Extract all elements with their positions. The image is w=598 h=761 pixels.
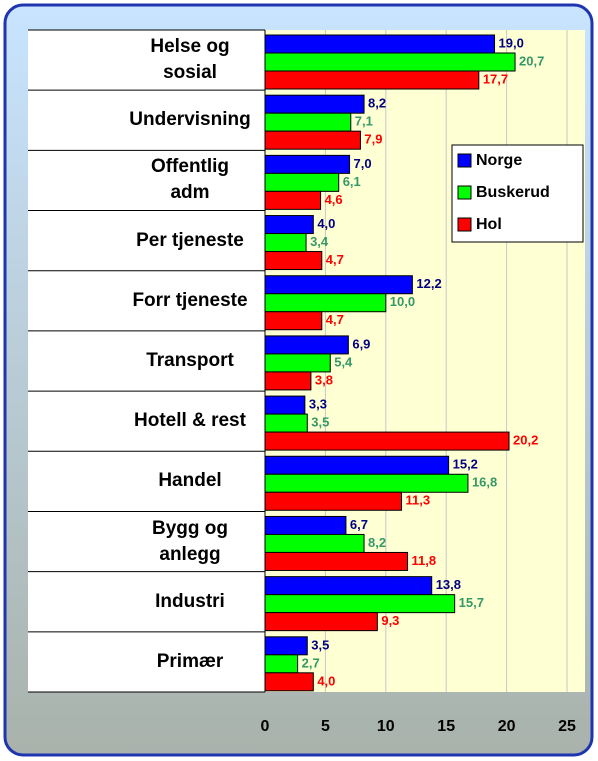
category-label: Helse og sosial: [150, 36, 230, 84]
legend-swatch: [457, 185, 472, 200]
value-label: 3,4: [310, 234, 329, 249]
x-tick-label: 10: [377, 718, 395, 735]
bar: [264, 311, 323, 331]
category-label: Primær: [156, 650, 224, 672]
bar: [264, 251, 323, 271]
value-label: 3,8: [315, 372, 333, 387]
bar: [264, 491, 403, 511]
category-label: Undervisning: [129, 109, 251, 131]
legend-label: Norge: [476, 152, 522, 169]
category-label: Hotell & rest: [134, 410, 246, 432]
value-label: 10,0: [390, 294, 415, 309]
bar: [264, 455, 450, 475]
value-label: 13,8: [436, 577, 461, 592]
x-tick-label: 0: [261, 718, 270, 735]
legend: [451, 144, 584, 243]
bar: [264, 473, 469, 493]
value-label: 16,8: [472, 475, 497, 490]
category-label: Transport: [146, 350, 234, 371]
value-label: 19,0: [499, 35, 524, 50]
value-label: 7,0: [354, 156, 372, 171]
x-tick-label: 20: [498, 718, 516, 735]
value-label: 7,9: [364, 132, 382, 147]
value-label: 4,6: [325, 192, 343, 207]
x-tick-label: 15: [437, 718, 455, 735]
category-label: Handel: [158, 470, 222, 492]
value-label: 4,0: [317, 216, 335, 231]
value-label: 12,2: [416, 276, 441, 291]
value-label: 6,9: [352, 336, 370, 351]
value-label: 6,1: [343, 174, 361, 189]
value-label: 4,7: [326, 312, 344, 327]
value-label: 8,2: [368, 535, 386, 550]
bar: [264, 594, 456, 614]
legend-label: Buskerud: [476, 184, 550, 201]
value-label: 7,1: [355, 114, 373, 129]
value-label: 11,8: [412, 553, 437, 568]
value-label: 2,7: [302, 655, 320, 670]
value-label: 5,4: [334, 354, 353, 369]
bar: [264, 34, 496, 54]
category-label: Per tjeneste: [136, 229, 244, 251]
value-label: 4,0: [317, 673, 335, 688]
label-area: [28, 30, 265, 692]
category-label: Industri: [155, 590, 225, 612]
bar: [264, 551, 409, 571]
category-label: Offentlig adm: [150, 156, 230, 204]
value-label: 15,2: [453, 457, 478, 472]
x-tick-label: 5: [321, 718, 330, 735]
legend-label: Hol: [476, 216, 502, 233]
category-label: Bygg og anlegg: [152, 517, 228, 565]
value-label: 20,2: [513, 433, 538, 448]
legend-swatch: [457, 217, 472, 232]
value-label: 11,3: [406, 493, 431, 508]
legend-swatch: [457, 153, 472, 168]
value-label: 3,5: [311, 415, 329, 430]
x-tick-label: 25: [558, 718, 576, 735]
value-label: 8,2: [368, 96, 386, 111]
bar: [264, 293, 387, 313]
bar: [264, 431, 510, 451]
bar: [264, 190, 322, 210]
value-label: 17,7: [483, 71, 508, 86]
category-label: Forr tjeneste: [132, 289, 248, 311]
bar: [264, 52, 516, 72]
value-label: 6,7: [350, 517, 368, 532]
bar: [264, 70, 480, 90]
value-label: 15,7: [459, 595, 484, 610]
value-label: 3,5: [311, 637, 329, 652]
value-label: 3,3: [309, 397, 327, 412]
value-label: 9,3: [381, 613, 399, 628]
value-label: 4,7: [326, 252, 344, 267]
bar: [264, 612, 378, 632]
bar: [264, 576, 433, 596]
bar: [264, 130, 361, 150]
value-label: 20,7: [519, 53, 544, 68]
bar: [264, 672, 314, 692]
bar: [264, 371, 312, 391]
